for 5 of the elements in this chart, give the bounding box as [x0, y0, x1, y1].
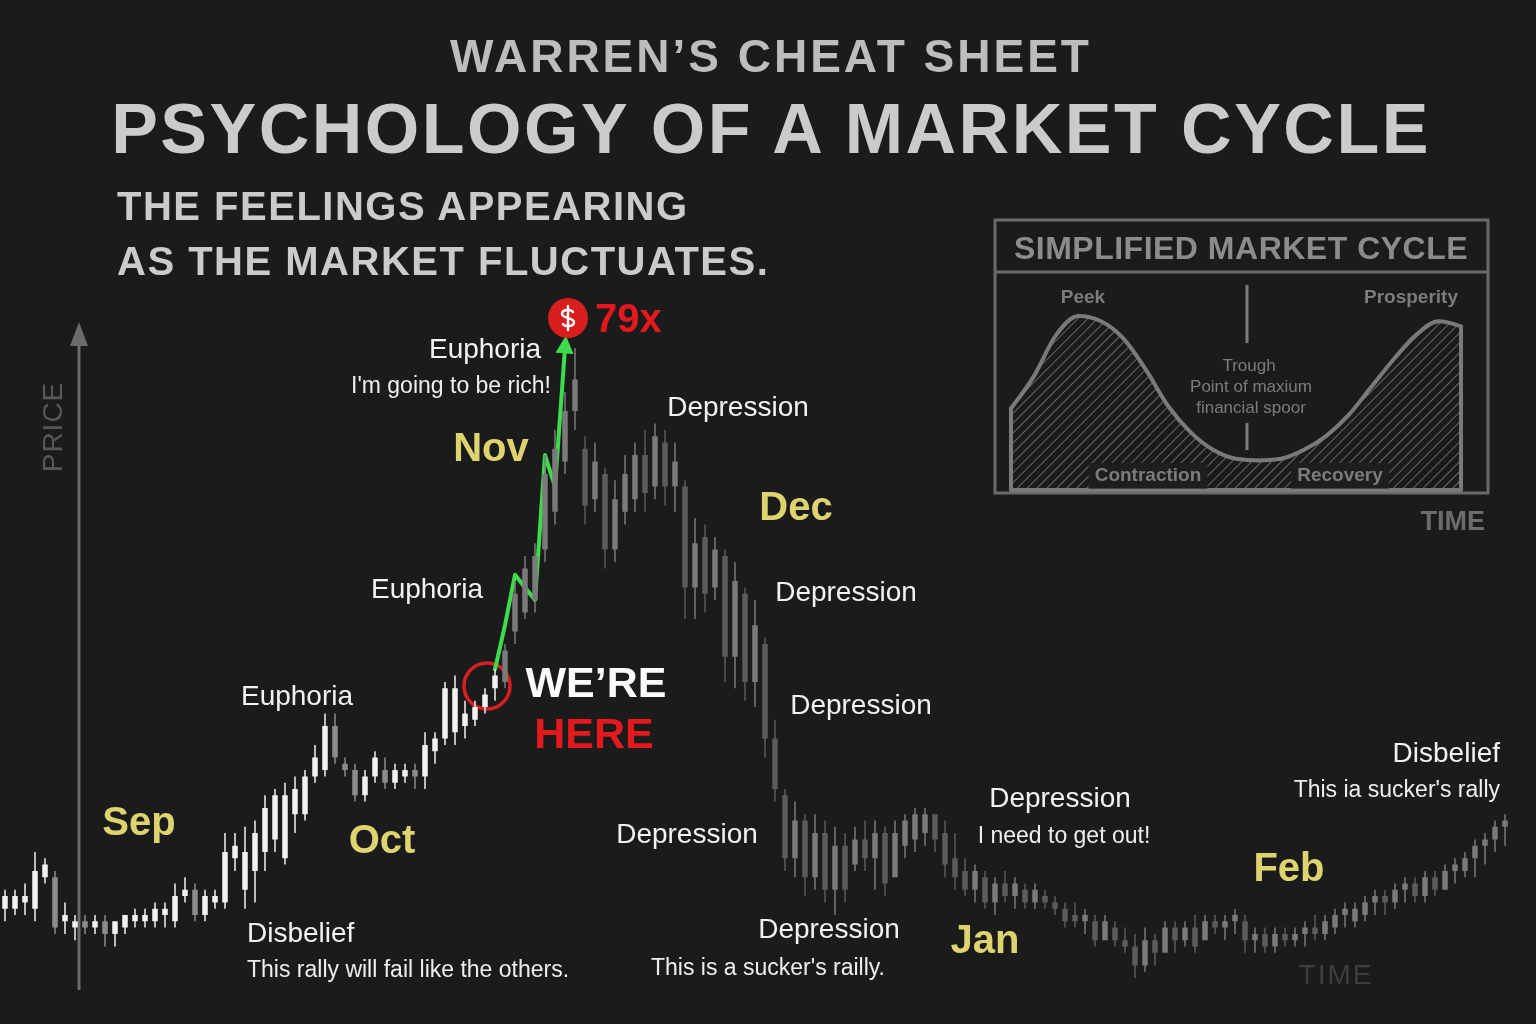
candlestick: [2, 889, 8, 922]
candlestick: [1502, 814, 1508, 846]
candlestick: [22, 883, 28, 915]
candlestick: [12, 889, 18, 915]
candlestick: [32, 852, 38, 922]
